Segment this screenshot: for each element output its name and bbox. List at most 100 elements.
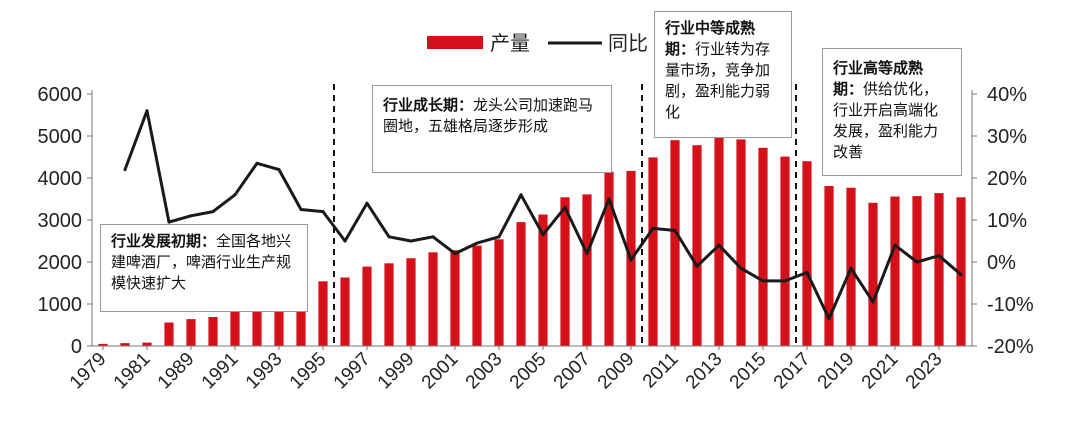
yoy-point-1996	[343, 239, 347, 243]
left-tick-label: 0	[71, 336, 82, 358]
x-tick-label: 1989	[154, 349, 199, 394]
yoy-point-2000	[431, 235, 435, 239]
bar-1980	[120, 343, 130, 346]
left-tick-label: 3000	[38, 210, 83, 232]
x-tick-label: 1993	[242, 349, 287, 394]
bar-1981	[142, 342, 152, 346]
bar-1993	[274, 294, 284, 346]
yoy-point-1993	[277, 168, 281, 172]
yoy-point-2008	[607, 197, 611, 201]
yoy-point-2023	[937, 254, 941, 258]
x-tick-label: 1997	[330, 349, 375, 394]
bar-1988	[164, 322, 174, 346]
bar-2002	[472, 245, 482, 346]
bar-2007	[582, 194, 592, 346]
yoy-point-2002	[475, 241, 479, 245]
bar-1996	[340, 277, 350, 346]
yoy-point-2024	[959, 273, 963, 277]
bar-2021	[890, 196, 900, 346]
bar-2015	[758, 147, 768, 346]
left-tick-label: 2000	[38, 252, 83, 274]
yoy-point-1988	[167, 220, 171, 224]
legend-label-production: 产量	[490, 31, 530, 55]
legend-label-yoy: 同比	[608, 31, 648, 55]
x-tick-label: 2017	[770, 349, 815, 394]
right-tick-label: 10%	[987, 210, 1027, 232]
yoy-point-2021	[893, 243, 897, 247]
right-tick-label: 20%	[987, 168, 1027, 190]
bar-2018	[824, 186, 834, 346]
yoy-point-2004	[519, 193, 523, 197]
yoy-point-1981	[145, 109, 149, 113]
yoy-point-2005	[541, 233, 545, 237]
yoy-point-1992	[255, 161, 259, 165]
yoy-point-1994	[299, 208, 303, 211]
legend-swatch-production	[427, 36, 483, 49]
bar-2005	[538, 214, 548, 346]
yoy-point-2019	[849, 266, 853, 270]
yoy-point-2007	[585, 252, 589, 256]
bar-1990	[208, 317, 218, 346]
x-tick-label: 1981	[110, 349, 155, 394]
annotation-high-mature-stage: 行业高等成熟期：供给优化，行业开启高端化发展，盈利能力改善	[822, 48, 962, 176]
right-tick-label: -20%	[987, 336, 1034, 358]
bar-1999	[406, 258, 416, 346]
bar-2012	[692, 145, 702, 346]
annotation-growth-stage-text: 龙头公司加速跑马圈地，五雄格局逐步形成	[383, 96, 594, 135]
x-tick-label: 2007	[550, 349, 595, 394]
yoy-point-2003	[497, 235, 501, 239]
bar-2010	[648, 157, 658, 346]
bar-1997	[362, 266, 372, 346]
x-tick-label: 2019	[814, 349, 859, 394]
annotation-mid-mature-stage-title: 行业中等成熟期：	[665, 19, 756, 58]
x-tick-label: 1991	[198, 349, 243, 394]
yoy-point-1989	[189, 214, 193, 218]
x-tick-label: 2015	[726, 349, 771, 394]
bar-2014	[736, 139, 746, 346]
bar-1994	[296, 287, 306, 346]
annotation-high-mature-stage-text: 供给优化，行业开启高端化发展，盈利能力改善	[833, 80, 939, 161]
annotation-early-stage-text: 全国各地兴建啤酒厂，啤酒行业生产规模快速扩大	[111, 232, 292, 292]
bar-2004	[516, 222, 526, 346]
bar-2011	[670, 140, 680, 346]
bar-1995	[318, 281, 328, 346]
x-tick-label: 2013	[682, 349, 727, 394]
x-tick-label: 2023	[902, 349, 947, 394]
yoy-point-2009	[629, 258, 633, 262]
x-tick-label: 2011	[639, 349, 683, 393]
yoy-point-2022	[915, 260, 919, 264]
left-tick-label: 6000	[38, 84, 83, 106]
legend: 产量 同比	[427, 31, 648, 55]
yoy-point-1990	[211, 210, 215, 214]
annotation-growth-stage: 行业成长期：龙头公司加速跑马圈地，五雄格局逐步形成	[372, 85, 612, 173]
bar-2017	[802, 161, 812, 346]
yoy-point-2001	[453, 252, 457, 256]
x-tick-label: 2001	[418, 349, 463, 394]
yoy-point-2013	[717, 243, 721, 247]
bar-2001	[450, 250, 460, 346]
bar-1989	[186, 319, 196, 346]
bar-2023	[934, 193, 944, 346]
bar-1979	[98, 343, 108, 346]
x-tick-label: 2009	[594, 349, 639, 394]
yoy-point-2014	[739, 266, 743, 270]
x-tick-label: 2005	[506, 349, 551, 394]
right-tick-label: -10%	[987, 294, 1034, 316]
bar-1992	[252, 304, 262, 346]
yoy-point-1991	[233, 193, 237, 197]
bar-2020	[868, 202, 878, 346]
x-tick-label: 1995	[286, 349, 331, 394]
annotation-early-stage: 行业发展初期：全国各地兴建啤酒厂，啤酒行业生产规模快速扩大	[100, 224, 308, 312]
yoy-point-1997	[365, 201, 369, 205]
x-tick-label: 2003	[462, 349, 507, 394]
annotation-growth-stage-title: 行业成长期：	[383, 96, 474, 114]
yoy-point-2006	[563, 205, 567, 209]
annotation-early-stage-title: 行业发展初期：	[111, 232, 217, 250]
yoy-point-1998	[387, 235, 391, 239]
yoy-point-1995	[321, 210, 325, 214]
annotation-mid-mature-stage: 行业中等成熟期：行业转为存量市场，竞争加剧，盈利能力弱化	[654, 11, 792, 138]
left-tick-label: 4000	[38, 168, 83, 190]
right-tick-label: 0%	[987, 252, 1016, 274]
annotation-high-mature-stage-title: 行业高等成熟期：	[833, 59, 924, 98]
